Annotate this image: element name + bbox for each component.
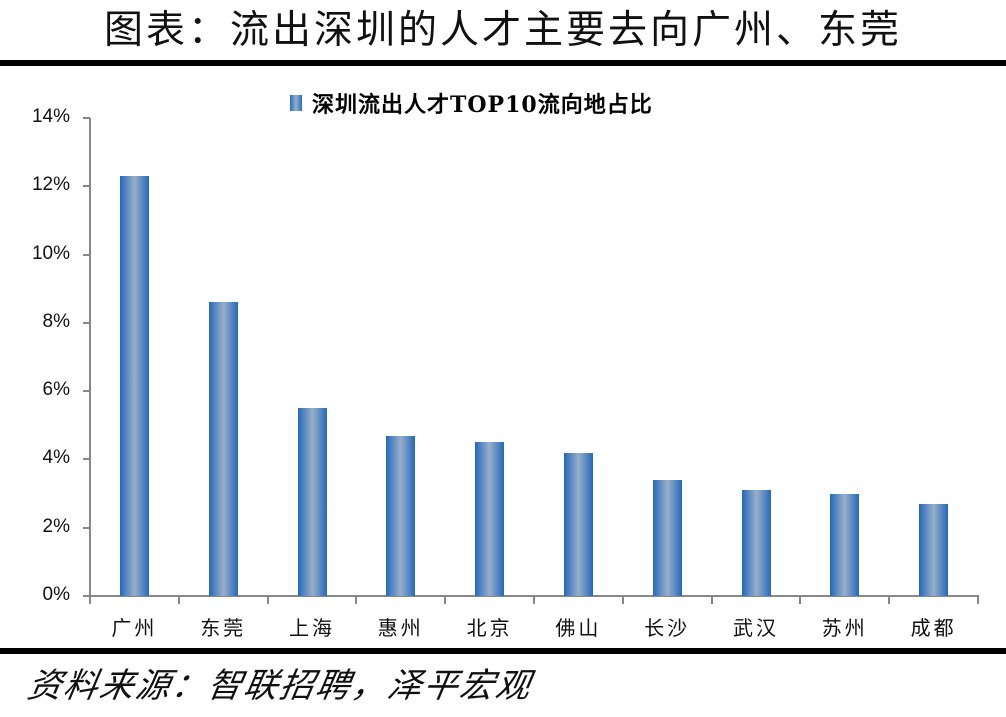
chart-title: 图表：流出深圳的人才主要去向广州、东莞 xyxy=(103,8,902,53)
bar-9 xyxy=(919,503,949,596)
y-tick-label: 8% xyxy=(42,310,70,332)
y-tick xyxy=(83,185,90,188)
y-tick xyxy=(83,595,90,597)
x-tick xyxy=(710,596,713,604)
y-tick xyxy=(83,253,90,256)
x-tick xyxy=(355,596,358,604)
y-tick xyxy=(83,526,90,529)
y-tick-label: 6% xyxy=(42,379,70,401)
y-tick-label: 4% xyxy=(42,447,70,469)
x-tick-label: 惠州 xyxy=(377,616,424,640)
bar-1 xyxy=(208,302,238,596)
y-tick-label: 2% xyxy=(42,515,70,537)
bar-6 xyxy=(652,479,682,596)
legend-label: 深圳流出人才TOP10流向地占比 xyxy=(312,92,653,118)
bar-3 xyxy=(386,435,416,596)
legend: 深圳流出人才TOP10流向地占比 xyxy=(290,88,653,118)
y-tick-label: 12% xyxy=(31,174,70,196)
x-tick xyxy=(888,596,891,604)
bar-0 xyxy=(119,176,149,596)
bar-8 xyxy=(830,493,860,596)
x-tick xyxy=(977,596,979,604)
y-tick xyxy=(83,390,90,393)
x-tick xyxy=(444,596,447,604)
x-tick xyxy=(621,596,624,604)
y-tick xyxy=(83,458,90,461)
x-tick-label: 长沙 xyxy=(644,616,691,640)
x-tick xyxy=(799,596,802,604)
y-axis xyxy=(89,118,91,597)
bar-5 xyxy=(563,452,593,596)
y-tick-label: 10% xyxy=(31,242,70,264)
x-tick-label: 北京 xyxy=(466,616,513,640)
x-tick-label: 苏州 xyxy=(821,616,868,640)
y-tick xyxy=(83,321,90,324)
source-note: 资料来源：智联招聘，泽平宏观 xyxy=(24,666,536,706)
legend-swatch-icon xyxy=(290,95,302,111)
bar-2 xyxy=(297,408,327,596)
y-tick-label: 14% xyxy=(31,106,70,127)
y-tick-label: 0% xyxy=(42,584,70,605)
bar-4 xyxy=(475,442,505,596)
x-tick xyxy=(266,596,269,604)
x-tick-label: 广州 xyxy=(111,616,158,640)
x-tick xyxy=(89,596,91,604)
x-tick xyxy=(177,596,180,604)
x-tick-label: 佛山 xyxy=(555,616,602,640)
x-tick-label: 武汉 xyxy=(733,616,779,640)
x-tick-label: 东莞 xyxy=(200,616,247,640)
x-tick xyxy=(533,596,535,604)
top-rule xyxy=(0,60,1006,66)
y-tick xyxy=(83,117,90,119)
bar-7 xyxy=(741,490,771,596)
bottom-rule xyxy=(0,648,1006,654)
x-tick-label: 上海 xyxy=(289,616,335,640)
x-tick-label: 成都 xyxy=(910,616,957,640)
